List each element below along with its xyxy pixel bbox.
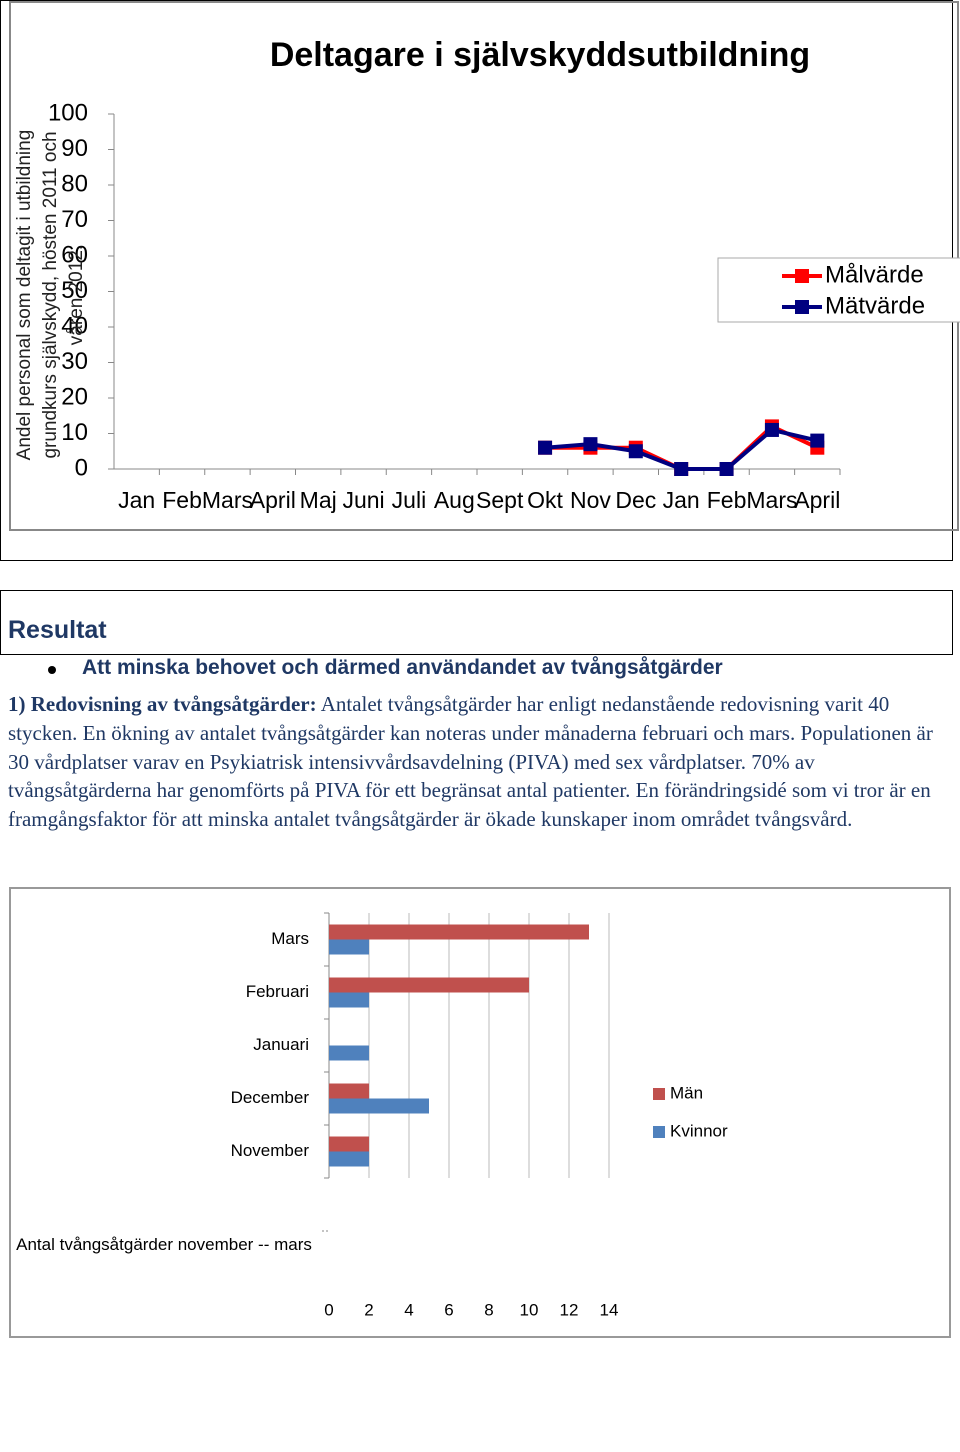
x-tick-label: Mars [202,487,253,513]
marker [583,437,598,452]
bar-chart-frame [9,887,951,1338]
marker [719,462,734,476]
legend-label: Kvinnor [670,1121,728,1140]
bar [329,977,529,993]
y-tick-label: Mars [271,929,309,948]
paragraph-text: Antalet tvångsåtgärder har enligt nedans… [8,692,933,832]
bar [329,924,589,940]
x-tick-label: April [794,487,840,513]
x-tick-label: Aug [434,487,475,513]
x-tick-label: 4 [404,1300,413,1319]
y-axis-title: Andel personal som deltagit i utbildning… [14,129,87,461]
legend-swatch [653,1126,665,1138]
x-tick-label: Jan [118,487,155,513]
bar [329,1098,429,1114]
y-tick-label: 10 [61,419,88,446]
bar [329,1045,369,1061]
bar [329,1136,369,1152]
bar [329,1083,369,1099]
x-tick-label: Juli [392,487,427,513]
x-tick-label: Juni [342,487,384,513]
chart-title: Deltagare i självskyddsutbildning [270,36,810,74]
x-tick-label: 6 [444,1300,453,1319]
paragraph: 1) Redovisning av tvångsåtgärder: Antale… [8,690,953,834]
bar [329,992,369,1008]
marker [538,440,553,455]
y-tick-label: 0 [75,454,88,481]
x-tick-label: Mars [746,487,797,513]
x-tick-label: 12 [560,1300,579,1319]
legend-label: Män [670,1083,703,1102]
x-tick-label: Jan [663,487,700,513]
y-tick-label: 30 [61,348,88,375]
heading: Resultat [8,616,107,644]
bar [329,1151,369,1167]
legend-swatch [653,1088,665,1100]
x-tick-label: 14 [600,1300,619,1319]
x-tick-label: Nov [570,487,611,513]
y-tick-label: 90 [61,135,88,162]
x-tick-label: Maj [300,487,337,513]
y-tick-label: 60 [61,241,88,268]
x-tick-label: April [250,487,296,513]
y-tick-label: November [231,1141,310,1160]
x-tick-label: Feb [707,487,747,513]
x-tick-label: 8 [484,1300,493,1319]
marker [628,444,643,459]
x-tick-label: Dec [615,487,656,513]
y-tick-label: 100 [48,99,88,126]
marker [674,462,689,476]
y-tick-label: 50 [61,277,88,304]
bullet: Att minska behovet och därmed användande… [82,656,723,679]
paragraph-lead: 1) Redovisning av tvångsåtgärder: [8,692,317,716]
y-tick-label: 40 [61,312,88,339]
y-tick-label: December [231,1088,310,1107]
legend-marker [795,300,809,314]
bullet-dot [48,666,56,674]
x-tick-label: Sept [476,487,524,513]
x-tick-label: 0 [324,1300,333,1319]
x-tick-label: Feb [162,487,202,513]
legend-box [717,257,960,323]
legend-label: Mätvärde [825,292,925,319]
y-tick-label: 20 [61,383,88,410]
legend-label: Målvärde [825,261,924,288]
marker [764,422,779,437]
y-tick-label: Januari [253,1035,309,1054]
chart-title: Antal tvångsåtgärder november -- mars [16,1235,312,1254]
x-tick-label: Okt [527,487,563,513]
y-tick-label: 70 [61,206,88,233]
legend-marker [795,269,809,283]
marker [810,433,825,448]
bar [329,939,369,955]
y-tick-label: Februari [246,982,309,1001]
x-tick-label: 10 [520,1300,539,1319]
y-tick-label: 80 [61,170,88,197]
x-tick-label: 2 [364,1300,373,1319]
result-frame [0,590,953,655]
